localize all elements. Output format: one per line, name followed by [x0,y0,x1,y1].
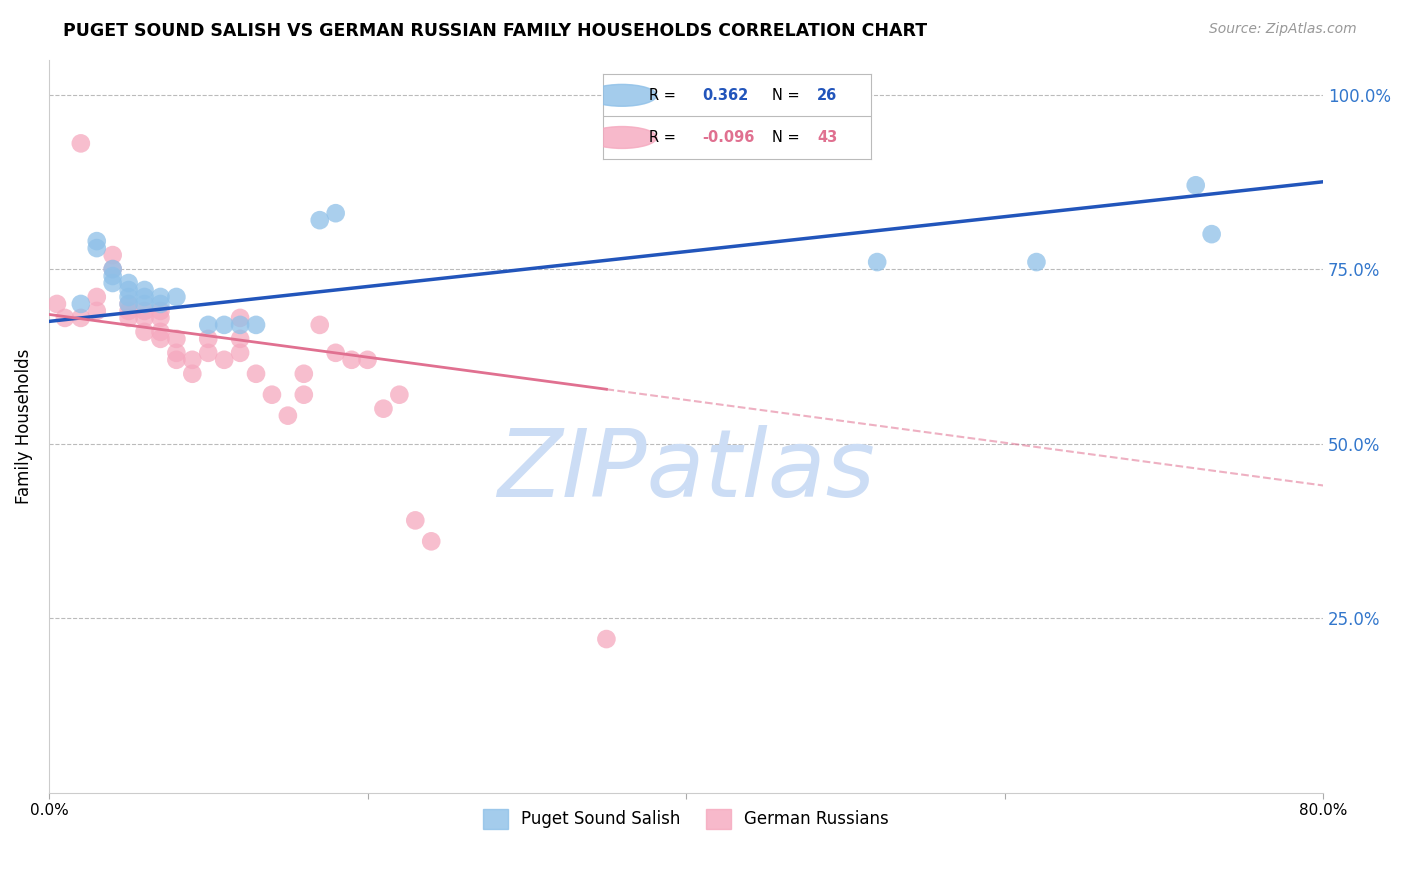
Point [245,318,267,332]
Point [86,304,108,318]
Legend: Puget Sound Salish, German Russians: Puget Sound Salish, German Russians [477,802,896,836]
Point [388,388,411,402]
Point [165,352,187,367]
Point [1201,227,1223,241]
Point [86,241,108,255]
Point [149,297,172,311]
Point [866,255,889,269]
Point [595,632,617,646]
Point [308,318,330,332]
Point [149,325,172,339]
Point [229,332,252,346]
Point [117,283,139,297]
Point [117,290,139,304]
Point [212,352,235,367]
Point [165,290,187,304]
Point [229,310,252,325]
Point [101,268,124,283]
Point [165,346,187,360]
Point [86,290,108,304]
Point [197,318,219,332]
Point [101,262,124,277]
Point [325,206,347,220]
Point [197,332,219,346]
Point [197,346,219,360]
Point [134,283,156,297]
Point [308,213,330,227]
Point [245,367,267,381]
Point [53,310,76,325]
Text: PUGET SOUND SALISH VS GERMAN RUSSIAN FAMILY HOUSEHOLDS CORRELATION CHART: PUGET SOUND SALISH VS GERMAN RUSSIAN FAM… [63,22,928,40]
Point [117,276,139,290]
Point [101,262,124,277]
Point [356,352,378,367]
Point [149,304,172,318]
Point [420,534,443,549]
Point [165,332,187,346]
Point [134,325,156,339]
Point [117,297,139,311]
Text: ZIPatlas: ZIPatlas [498,425,875,516]
Point [69,310,91,325]
Point [45,297,67,311]
Point [260,388,283,402]
Point [292,388,315,402]
Point [117,304,139,318]
Point [404,513,426,527]
Point [86,234,108,248]
Point [149,290,172,304]
Point [149,310,172,325]
Point [134,310,156,325]
Point [134,304,156,318]
Point [117,297,139,311]
Point [325,346,347,360]
Point [181,367,204,381]
Point [69,297,91,311]
Point [181,352,204,367]
Point [340,352,363,367]
Point [69,136,91,151]
Point [277,409,299,423]
Text: Source: ZipAtlas.com: Source: ZipAtlas.com [1209,22,1357,37]
Point [1025,255,1047,269]
Point [101,248,124,262]
Point [229,318,252,332]
Y-axis label: Family Households: Family Households [15,349,32,504]
Point [117,310,139,325]
Point [134,297,156,311]
Point [212,318,235,332]
Point [229,346,252,360]
Point [1184,178,1206,193]
Point [149,332,172,346]
Point [373,401,395,416]
Point [292,367,315,381]
Point [101,276,124,290]
Point [134,290,156,304]
